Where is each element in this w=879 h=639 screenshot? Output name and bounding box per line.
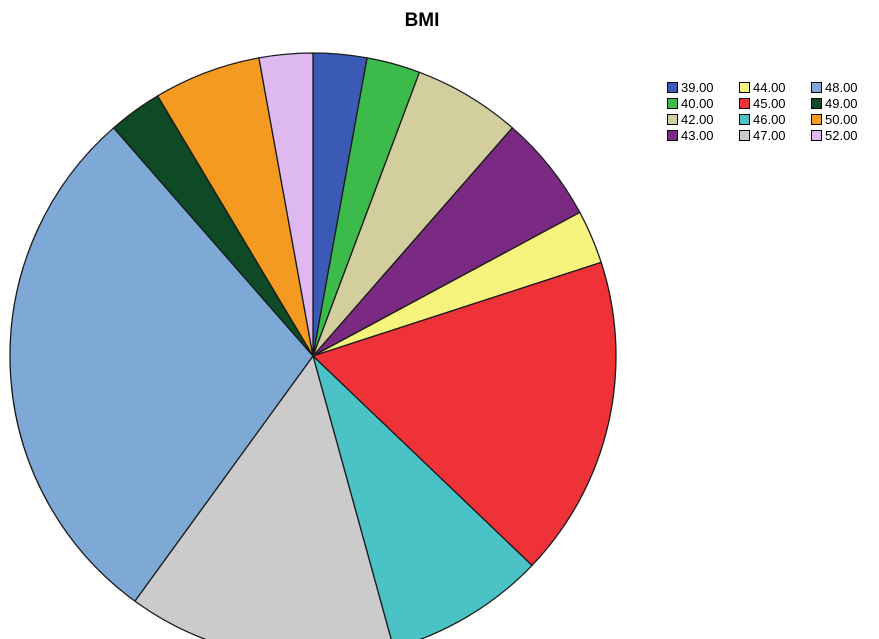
chart-title: BMI (404, 10, 440, 31)
legend-item-40.00: 40.00 (667, 95, 739, 111)
pie-slice-46.00 (312, 355, 533, 639)
legend-swatch (739, 81, 750, 93)
legend-swatch (811, 129, 822, 141)
legend-label: 43.00 (681, 127, 714, 143)
legend-label: 46.00 (753, 111, 786, 127)
legend-item-39.00: 39.00 (667, 79, 739, 95)
legend-swatch (667, 97, 678, 109)
legend-item-44.00: 44.00 (739, 79, 811, 95)
legend-label: 50.00 (825, 111, 858, 127)
legend-swatch (739, 113, 750, 125)
legend-swatch (667, 113, 678, 125)
legend-label: 44.00 (753, 79, 786, 95)
legend-item-52.00: 52.00 (811, 127, 879, 143)
legend-swatch (739, 97, 750, 109)
legend-label: 49.00 (825, 95, 858, 111)
legend-item-42.00: 42.00 (667, 111, 739, 127)
legend-swatch (667, 81, 678, 93)
legend-swatch (811, 113, 822, 125)
legend-item-43.00: 43.00 (667, 127, 739, 143)
pie-slice-45.00 (312, 261, 617, 567)
legend-label: 48.00 (825, 79, 858, 95)
legend-item-50.00: 50.00 (811, 111, 879, 127)
legend-swatch (811, 81, 822, 93)
legend-label: 47.00 (753, 127, 786, 143)
legend-label: 40.00 (681, 95, 714, 111)
pie-slice-47.00 (134, 355, 392, 639)
legend-label: 39.00 (681, 79, 714, 95)
legend-swatch (739, 129, 750, 141)
pie-slice-52.00 (258, 52, 314, 357)
legend-item-49.00: 49.00 (811, 95, 879, 111)
legend: 39.00 40.00 42.00 43.00 44.00 45.00 46.00 47.00… (667, 79, 879, 143)
legend-label: 42.00 (681, 111, 714, 127)
pie-slice-48.00 (9, 127, 314, 602)
legend-item-48.00: 48.00 (811, 79, 879, 95)
legend-label: 45.00 (753, 95, 786, 111)
legend-item-45.00: 45.00 (739, 95, 811, 111)
legend-item-46.00: 46.00 (739, 111, 811, 127)
legend-label: 52.00 (825, 127, 858, 143)
legend-item-47.00: 47.00 (739, 127, 811, 143)
legend-swatch (667, 129, 678, 141)
legend-swatch (811, 97, 822, 109)
